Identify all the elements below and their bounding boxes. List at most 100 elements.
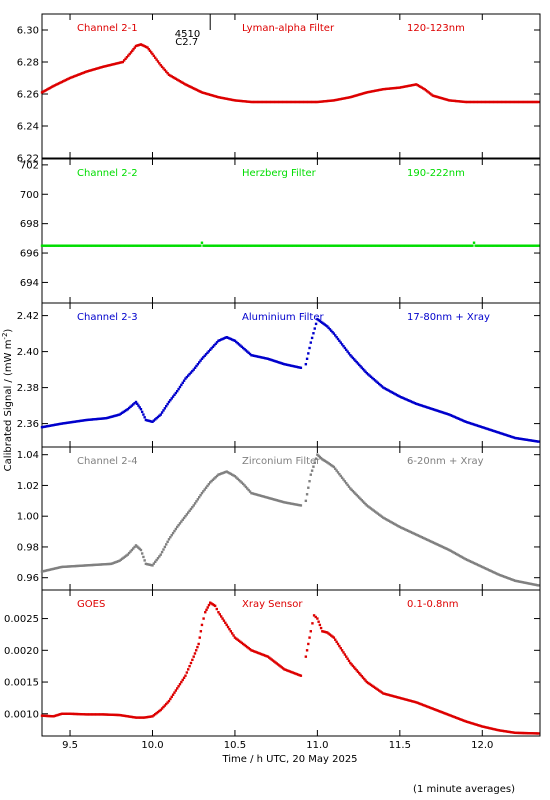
data-point [406,244,410,247]
data-point [482,566,485,569]
data-point [427,91,430,94]
flare-id-label: 4510 [175,29,200,40]
data-point [443,546,446,549]
data-point [44,569,48,572]
data-point [338,98,341,101]
data-point [432,541,436,545]
data-point [156,415,160,419]
data-point [244,485,248,489]
data-point [317,620,320,623]
data-point [259,100,262,104]
data-point [173,691,176,694]
data-point [507,577,510,580]
data-point [412,83,415,87]
data-point [73,244,77,247]
data-point [271,359,275,362]
data-point [391,521,395,525]
data-point [416,84,419,87]
data-point [318,623,322,627]
data-point [313,244,316,247]
data-point [254,650,257,654]
data-point [460,718,463,722]
data-point [197,642,200,646]
data-point [171,76,175,79]
data-point [160,411,164,414]
data-point [200,91,204,94]
data-point [283,100,286,104]
data-point [49,86,53,89]
data-point [308,636,311,639]
data-point [414,244,417,247]
panel-label-1: Channel 2-3 [77,312,138,323]
data-point [401,697,404,700]
data-point [194,88,197,91]
data-point [367,90,370,94]
data-point [229,98,233,101]
data-point [472,100,476,104]
data-point [523,100,526,104]
data-point [356,495,360,498]
data-point [105,244,108,247]
data-point [298,503,301,507]
data-point [217,611,220,614]
data-point [307,352,310,355]
data-point [247,351,250,354]
data-point [148,715,151,718]
data-point [359,673,362,676]
data-point [246,350,249,353]
data-point [375,687,378,690]
data-point [434,95,437,98]
y-tick-label: 2.42 [17,311,39,322]
data-point [437,709,441,713]
data-point [61,244,65,247]
data-point [57,82,61,85]
data-point [61,712,65,715]
data-point [281,667,285,670]
data-point [235,637,238,640]
data-point [125,56,129,59]
data-point [258,652,261,655]
data-point [365,244,369,247]
data-point [519,437,522,440]
data-point [154,418,157,421]
data-point [64,78,68,82]
data-point [465,558,469,562]
data-point [283,668,286,671]
data-point [393,695,396,698]
data-point [248,490,252,493]
data-point [386,693,389,696]
data-point [454,716,458,719]
data-point [236,638,239,641]
data-point [482,426,485,429]
data-point [165,702,168,706]
data-point [64,565,67,568]
data-point [423,704,426,707]
data-point [349,244,353,247]
data-point [449,549,452,552]
data-point [61,422,65,425]
data-point [57,713,61,716]
data-point [501,432,505,436]
data-point [284,668,287,672]
data-point [531,244,535,247]
data-point [133,46,136,49]
data-point [464,100,467,104]
data-point [519,731,522,735]
data-point [198,496,201,499]
data-point [350,95,353,99]
data-point [504,730,507,733]
data-point [384,87,388,91]
data-point [178,385,182,389]
data-point [119,412,123,415]
data-point [261,356,264,359]
data-point [233,99,237,102]
data-point [528,582,531,585]
data-point [163,545,167,549]
data-point [188,372,191,376]
data-point [312,465,315,468]
data-point [472,722,476,726]
y-tick-label: 700 [20,190,39,201]
data-point [154,560,157,564]
data-point [533,244,536,247]
data-point [534,100,537,104]
